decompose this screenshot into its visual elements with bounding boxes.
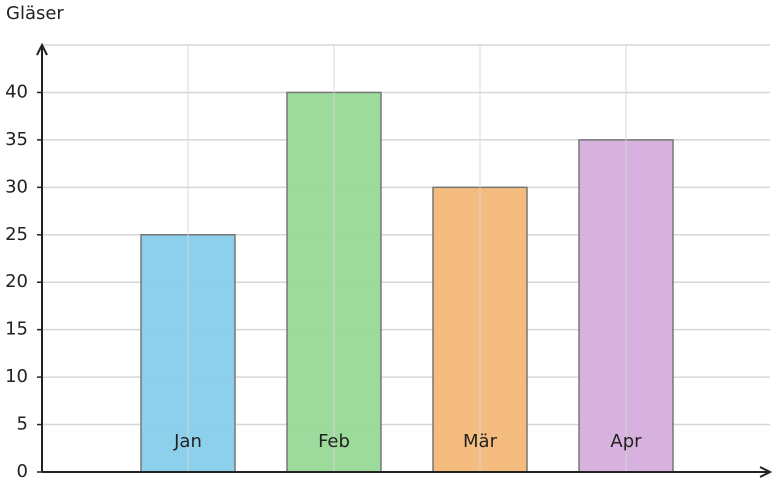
y-tick-label: 30: [5, 176, 28, 197]
y-tick-label: 25: [5, 224, 28, 245]
y-tick-label: 5: [17, 414, 28, 435]
x-axis-arrow: [759, 466, 773, 478]
y-tick-label: 15: [5, 319, 28, 340]
x-tick-label: Apr: [610, 431, 642, 452]
y-axis-label: Gläser: [6, 3, 64, 24]
y-tick-label: 35: [5, 129, 28, 150]
y-tick-label: 40: [5, 81, 28, 102]
y-tick-label: 0: [17, 461, 28, 482]
x-tick-label: Feb: [318, 431, 350, 452]
y-tick-label: 20: [5, 271, 28, 292]
y-axis-arrow: [36, 42, 48, 56]
x-tick-label: Jan: [173, 431, 202, 452]
x-tick-label: Mär: [463, 431, 498, 452]
y-tick-label: 10: [5, 366, 28, 387]
